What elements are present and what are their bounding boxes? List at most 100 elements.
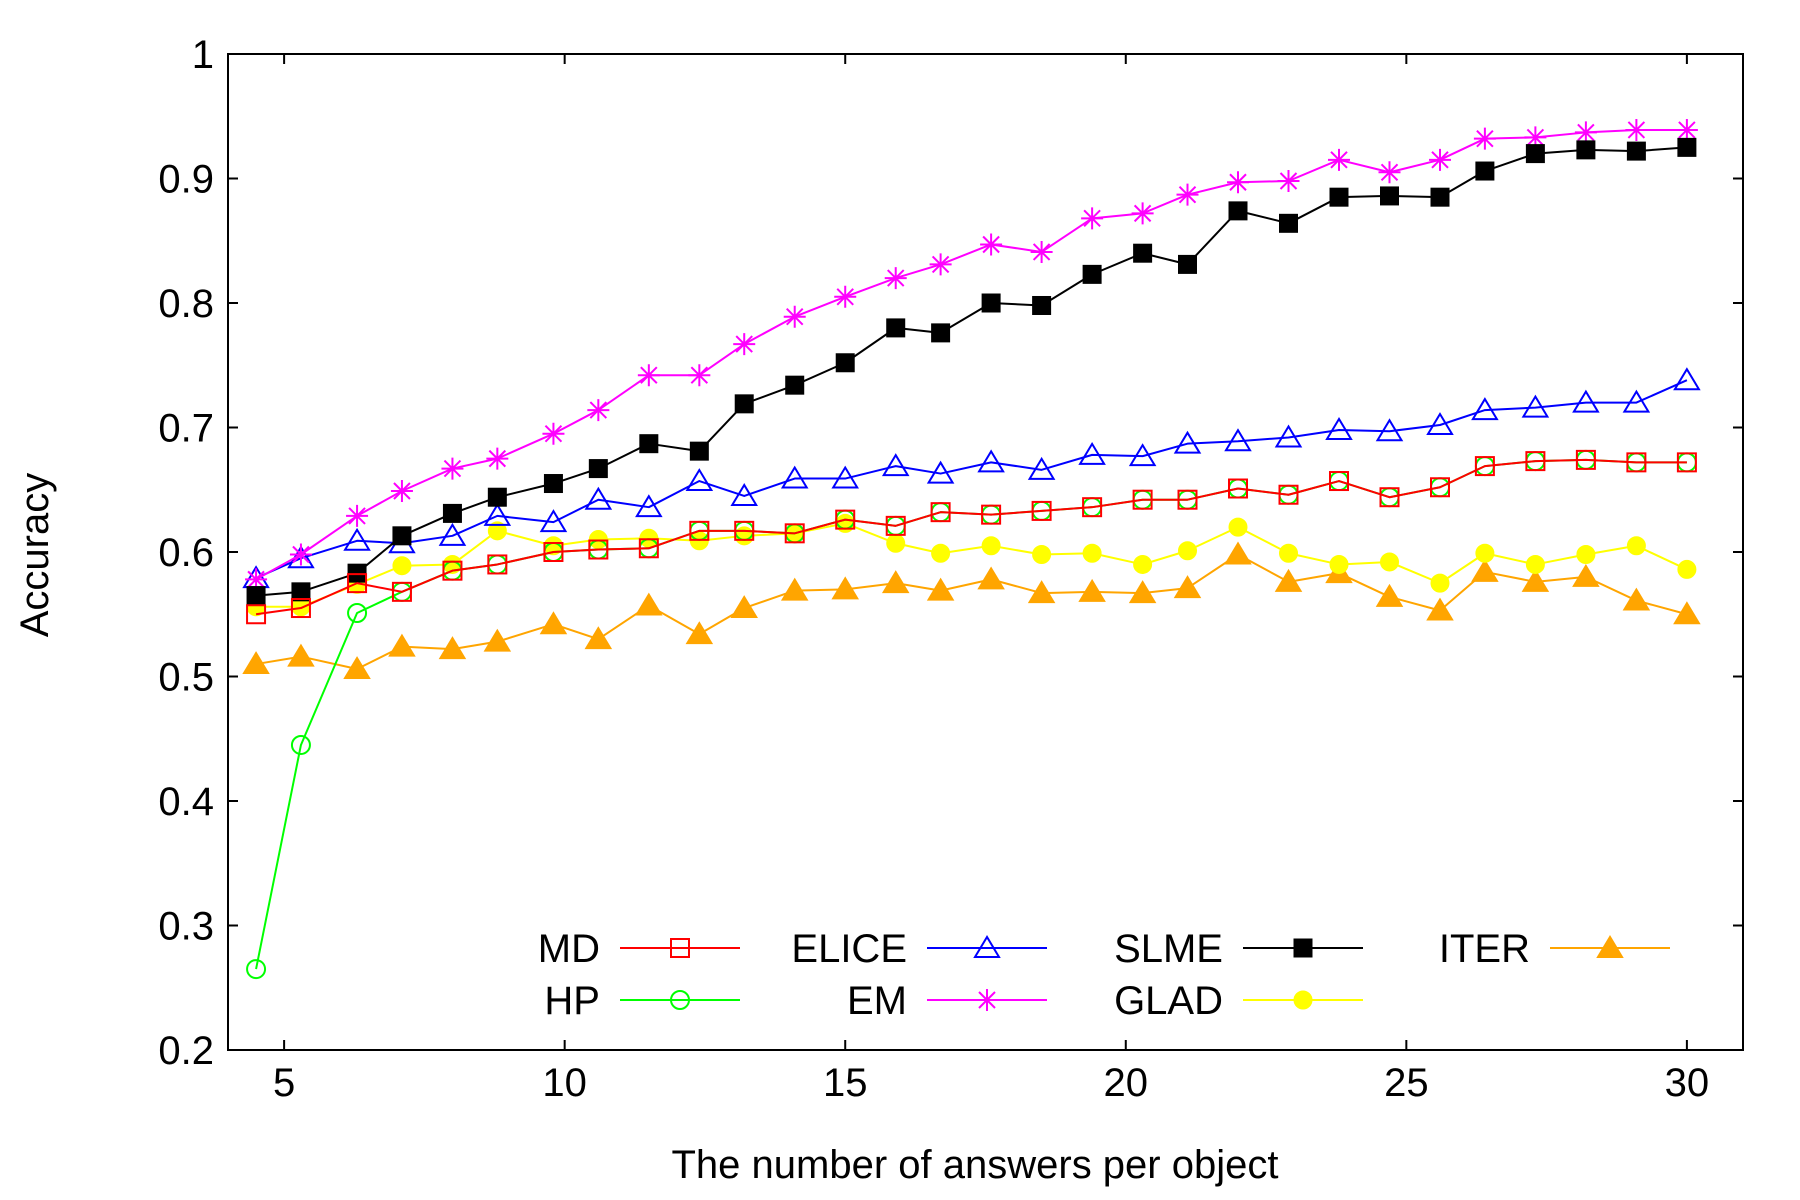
- data-point-elice: [343, 527, 371, 551]
- data-point-em: [783, 305, 806, 328]
- data-point-hp: [290, 734, 311, 755]
- data-point-elice: [1274, 424, 1303, 448]
- legend-item-em: EM: [847, 979, 1047, 1023]
- data-point-em: [1574, 121, 1597, 144]
- data-point-slme: [1525, 144, 1545, 164]
- y-tick-label: 0.2: [158, 1029, 214, 1073]
- data-point-em: [1625, 118, 1648, 141]
- data-point-em: [1131, 202, 1154, 225]
- data-point-iter: [242, 651, 270, 675]
- series-line-hp: [255, 458, 1687, 970]
- data-point-slme: [291, 582, 311, 602]
- data-point-md: [734, 520, 755, 541]
- data-point-iter: [438, 636, 467, 660]
- data-point-md: [689, 520, 710, 541]
- data-point-md: [1031, 500, 1052, 521]
- series-layer: [242, 118, 1701, 980]
- x-tick-label: 20: [1104, 1061, 1149, 1105]
- data-point-glad: [1380, 552, 1399, 572]
- data-point-md: [1379, 487, 1400, 508]
- data-point-glad: [835, 513, 855, 533]
- data-point-iter: [635, 592, 663, 616]
- data-point-slme: [1279, 213, 1298, 233]
- data-point-iter: [1426, 597, 1454, 621]
- data-point-glad: [1430, 573, 1450, 593]
- data-point-em: [733, 333, 756, 356]
- data-point-em: [1473, 127, 1496, 150]
- data-point-md: [981, 504, 1002, 525]
- data-point-slme: [734, 394, 754, 414]
- series-slme: [246, 137, 1697, 606]
- data-point-slme: [442, 503, 462, 523]
- data-point-em: [441, 457, 464, 480]
- legend-label-glad: GLAD: [1114, 979, 1223, 1023]
- data-point-iter: [539, 611, 568, 635]
- data-point-glad: [1576, 544, 1596, 564]
- legend-marker-slme: [1293, 938, 1313, 958]
- data-point-md: [487, 554, 508, 575]
- legend-label-elice: ELICE: [791, 927, 907, 971]
- data-point-elice: [483, 502, 512, 526]
- data-point-md: [1525, 451, 1546, 472]
- data-point-slme: [246, 586, 266, 606]
- data-point-glad: [1626, 536, 1646, 556]
- data-point-md: [1430, 477, 1450, 498]
- data-point-slme: [1475, 161, 1495, 181]
- data-point-slme: [931, 323, 951, 343]
- legend-marker-iter: [1596, 935, 1624, 958]
- data-point-hp: [347, 603, 368, 624]
- legend-label-em: EM: [847, 979, 907, 1023]
- data-point-elice: [1375, 418, 1404, 442]
- legend-item-md: MD: [538, 927, 740, 971]
- data-point-em: [1227, 171, 1249, 194]
- data-point-elice: [1325, 417, 1353, 440]
- data-point-elice: [730, 483, 758, 506]
- data-point-iter: [1572, 563, 1600, 587]
- data-point-slme: [1032, 295, 1052, 315]
- data-point-elice: [1224, 428, 1252, 452]
- data-point-em: [834, 285, 857, 308]
- data-point-em: [1176, 183, 1199, 206]
- data-point-glad: [1032, 544, 1052, 564]
- data-point-em: [289, 543, 312, 566]
- data-point-iter: [881, 570, 910, 594]
- data-point-slme: [886, 318, 906, 338]
- data-point-elice: [635, 494, 663, 518]
- data-point-slme: [1178, 254, 1197, 274]
- y-tick-label: 0.3: [158, 905, 214, 949]
- data-point-elice: [584, 486, 613, 510]
- data-point-iter: [388, 633, 416, 657]
- data-point-elice: [926, 460, 955, 484]
- data-point-md: [1177, 489, 1198, 510]
- series-em: [245, 118, 1698, 591]
- data-point-glad: [931, 543, 951, 563]
- data-point-slme: [1430, 187, 1450, 207]
- series-iter: [242, 541, 1701, 680]
- data-point-md: [1575, 449, 1596, 470]
- series-line-md: [255, 458, 1687, 616]
- data-point-slme: [392, 526, 412, 546]
- data-point-elice: [438, 522, 467, 546]
- data-point-slme: [1626, 141, 1646, 161]
- legend-marker-em: [976, 989, 998, 1011]
- legend-marker-md: [670, 938, 690, 958]
- data-point-glad: [1133, 554, 1153, 574]
- data-point-em: [637, 364, 660, 387]
- legend-marker-elice: [973, 935, 1001, 958]
- data-point-iter: [1521, 568, 1550, 592]
- data-point-em: [1081, 207, 1104, 230]
- data-point-iter: [1078, 578, 1106, 602]
- data-point-em: [688, 364, 711, 387]
- data-point-elice: [1128, 443, 1157, 467]
- data-point-glad: [1475, 543, 1495, 563]
- y-tick-label: 0.5: [158, 656, 214, 700]
- data-point-elice: [831, 465, 859, 489]
- data-point-slme: [1082, 264, 1102, 284]
- data-point-elice: [780, 465, 809, 489]
- data-point-slme: [835, 353, 855, 373]
- data-point-slme: [1677, 137, 1697, 157]
- data-point-md: [930, 502, 951, 523]
- data-point-md: [835, 509, 856, 530]
- x-tick-label: 25: [1384, 1061, 1429, 1105]
- data-point-iter: [483, 628, 512, 652]
